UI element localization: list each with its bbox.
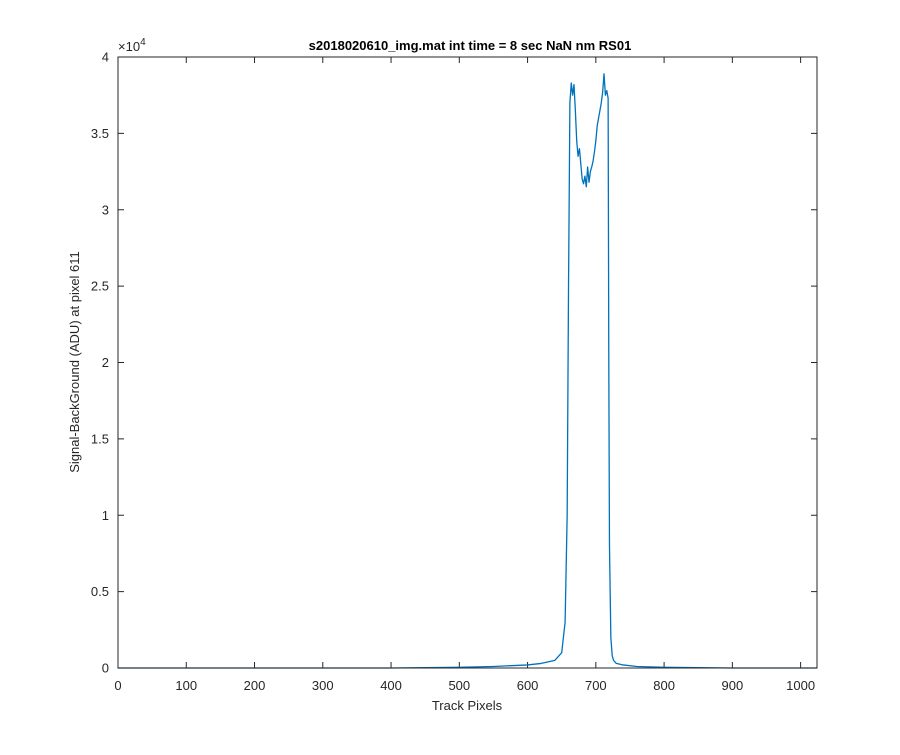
x-tick-label: 700 [585,678,607,693]
x-tick-label: 100 [175,678,197,693]
x-tick-label: 400 [380,678,402,693]
y-tick-label: 2.5 [91,279,109,294]
y-tick-label: 4 [102,50,109,65]
x-axis-label: Track Pixels [432,698,503,713]
axes-box [117,56,818,669]
x-tick-label: 200 [244,678,266,693]
y-exponent-label: ×104 [118,37,146,54]
y-exponent-power: 4 [140,37,146,48]
y-tick-label: 0.5 [91,584,109,599]
y-exponent-base: ×10 [118,39,140,54]
y-tick-label: 1 [102,508,109,523]
y-tick-label: 3 [102,202,109,217]
y-axis-label: Signal-BackGround (ADU) at pixel 611 [67,251,82,473]
x-tick-label: 600 [517,678,539,693]
x-tick-label: 1000 [786,678,815,693]
plot-area [118,57,817,668]
chart-title: s2018020610_img.mat int time = 8 sec NaN… [309,38,632,53]
y-tick-label: 1.5 [91,431,109,446]
x-tick-label: 300 [312,678,334,693]
x-tick-label: 500 [448,678,470,693]
y-tick-label: 3.5 [91,126,109,141]
y-ticks: 0 0.5 1 1.5 2 2.5 3 3.5 4 [91,50,817,676]
y-tick-label: 0 [102,661,109,676]
series-line [118,73,817,669]
y-tick-label: 2 [102,355,109,370]
x-tick-label: 900 [722,678,744,693]
x-tick-label: 0 [114,678,121,693]
x-tick-label: 800 [653,678,675,693]
x-ticks: 0 100 200 300 400 500 600 700 800 900 1000 [114,57,815,693]
